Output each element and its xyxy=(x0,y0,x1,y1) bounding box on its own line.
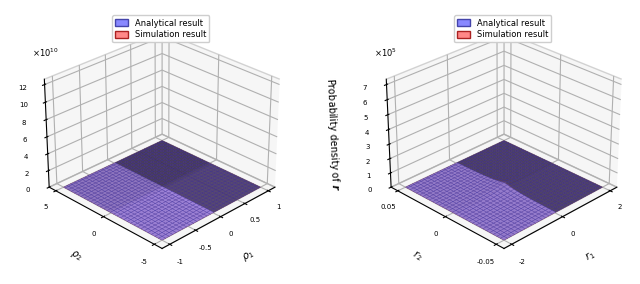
Y-axis label: $r_2$: $r_2$ xyxy=(410,248,425,264)
Legend: Analytical result, Simulation result: Analytical result, Simulation result xyxy=(454,15,551,42)
X-axis label: $\rho_1$: $\rho_1$ xyxy=(241,248,257,264)
Y-axis label: $\rho_2$: $\rho_2$ xyxy=(68,248,84,264)
Text: $\times 10^{5}$: $\times 10^{5}$ xyxy=(374,46,397,59)
Text: $\times 10^{10}$: $\times 10^{10}$ xyxy=(32,46,59,59)
X-axis label: $r_1$: $r_1$ xyxy=(583,248,598,264)
Legend: Analytical result, Simulation result: Analytical result, Simulation result xyxy=(112,15,209,42)
